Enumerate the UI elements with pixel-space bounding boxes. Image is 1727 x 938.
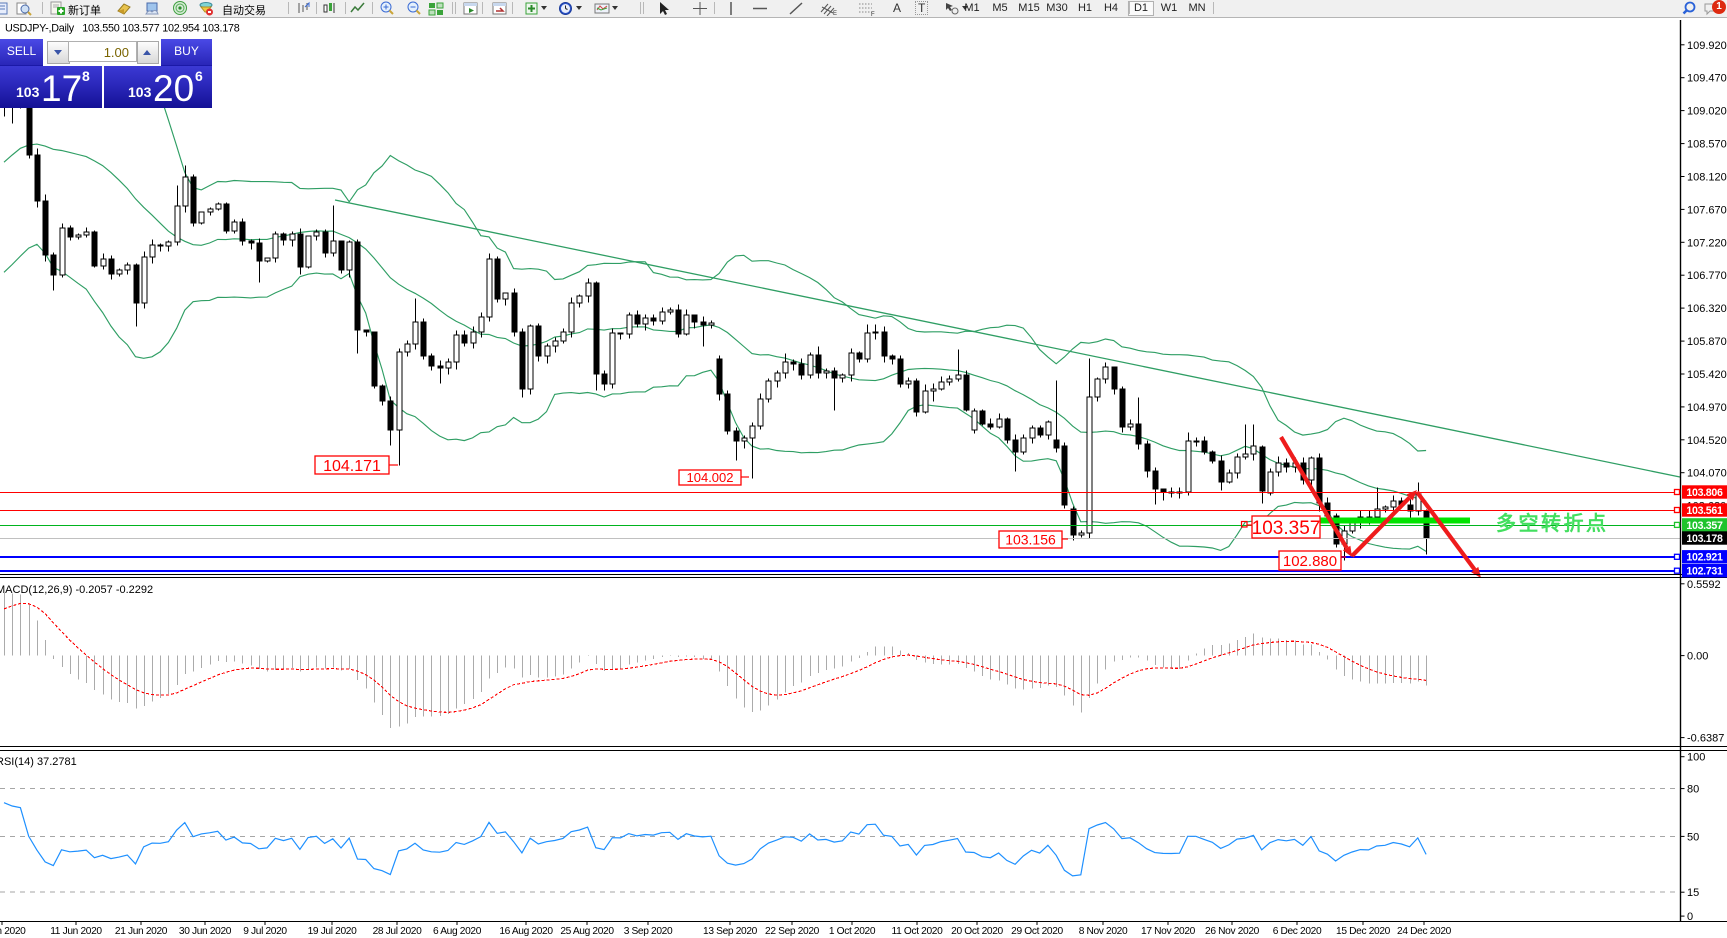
svg-text:MACD(12,26,9) -0.2057 -0.2292: MACD(12,26,9) -0.2057 -0.2292 [0, 584, 153, 596]
svg-text:RSI(14) 37.2781: RSI(14) 37.2781 [0, 756, 77, 768]
svg-text:105.870: 105.870 [1687, 336, 1727, 348]
svg-text:9 Jul 2020: 9 Jul 2020 [243, 926, 287, 937]
svg-text:103.561: 103.561 [1686, 505, 1723, 517]
svg-text:0.00: 0.00 [1687, 651, 1708, 663]
svg-text:106.770: 106.770 [1687, 270, 1727, 282]
svg-text:102.880: 102.880 [1283, 553, 1337, 570]
svg-text:29 Oct 2020: 29 Oct 2020 [1011, 926, 1063, 937]
svg-text:30 Jun 2020: 30 Jun 2020 [179, 926, 232, 937]
svg-text:28 Jul 2020: 28 Jul 2020 [373, 926, 423, 937]
svg-text:1 Oct 2020: 1 Oct 2020 [829, 926, 876, 937]
svg-text:108.120: 108.120 [1687, 172, 1727, 184]
svg-text:24 Dec 2020: 24 Dec 2020 [1397, 926, 1452, 937]
svg-text:102.731: 102.731 [1686, 566, 1723, 578]
svg-text:80: 80 [1687, 784, 1699, 796]
svg-text:103.806: 103.806 [1686, 487, 1723, 499]
svg-text:22 Sep 2020: 22 Sep 2020 [765, 926, 820, 937]
svg-text:20 Oct 2020: 20 Oct 2020 [951, 926, 1003, 937]
svg-text:21 Jun 2020: 21 Jun 2020 [115, 926, 168, 937]
svg-text:0: 0 [1687, 911, 1693, 923]
svg-text:15: 15 [1687, 887, 1699, 899]
svg-text:106.320: 106.320 [1687, 303, 1727, 315]
svg-text:6 Aug 2020: 6 Aug 2020 [433, 926, 482, 937]
svg-text:103.178: 103.178 [1686, 533, 1723, 545]
svg-text:16 Aug 2020: 16 Aug 2020 [499, 926, 553, 937]
svg-text:100: 100 [1687, 752, 1705, 764]
svg-text:E: E [833, 11, 837, 16]
svg-text:104.520: 104.520 [1687, 435, 1727, 447]
svg-text:1 Jun 2020: 1 Jun 2020 [0, 926, 26, 937]
svg-text:103.357: 103.357 [1686, 520, 1723, 532]
svg-text:15 Dec 2020: 15 Dec 2020 [1336, 926, 1391, 937]
svg-text:109.920: 109.920 [1687, 40, 1727, 52]
svg-text:107.220: 107.220 [1687, 237, 1727, 249]
svg-text:102.921: 102.921 [1686, 552, 1723, 564]
svg-text:25 Aug 2020: 25 Aug 2020 [560, 926, 614, 937]
svg-text:USDJPY-,Daily 103.550 103.57: USDJPY-,Daily 103.550 103.577 102.954 10… [5, 23, 240, 35]
svg-text:105.420: 105.420 [1687, 369, 1727, 381]
svg-text:11 Oct 2020: 11 Oct 2020 [892, 926, 944, 937]
svg-text:104.970: 104.970 [1687, 402, 1727, 414]
svg-text:8 Nov 2020: 8 Nov 2020 [1079, 926, 1128, 937]
svg-text:0.5592: 0.5592 [1687, 579, 1721, 591]
svg-text:104.070: 104.070 [1687, 468, 1727, 480]
svg-text:多空转折点: 多空转折点 [1496, 511, 1609, 535]
svg-text:17 Nov 2020: 17 Nov 2020 [1141, 926, 1196, 937]
svg-text:13 Sep 2020: 13 Sep 2020 [703, 926, 758, 937]
svg-text:103.156: 103.156 [1005, 532, 1056, 548]
svg-text:104.171: 104.171 [323, 458, 381, 475]
svg-text:11 Jun 2020: 11 Jun 2020 [50, 926, 102, 937]
svg-text:-0.6387: -0.6387 [1687, 733, 1724, 745]
svg-text:103.357: 103.357 [1252, 518, 1321, 539]
svg-text:109.020: 109.020 [1687, 106, 1727, 118]
svg-text:109.470: 109.470 [1687, 73, 1727, 85]
svg-text:26 Nov 2020: 26 Nov 2020 [1205, 926, 1260, 937]
svg-text:6 Dec 2020: 6 Dec 2020 [1273, 926, 1322, 937]
svg-text:108.570: 108.570 [1687, 139, 1727, 151]
svg-text:107.670: 107.670 [1687, 204, 1727, 216]
svg-text:19 Jul 2020: 19 Jul 2020 [308, 926, 358, 937]
svg-text:3 Sep 2020: 3 Sep 2020 [624, 926, 673, 937]
svg-text:F: F [871, 12, 875, 16]
svg-text:104.002: 104.002 [687, 470, 734, 485]
svg-text:50: 50 [1687, 831, 1699, 843]
